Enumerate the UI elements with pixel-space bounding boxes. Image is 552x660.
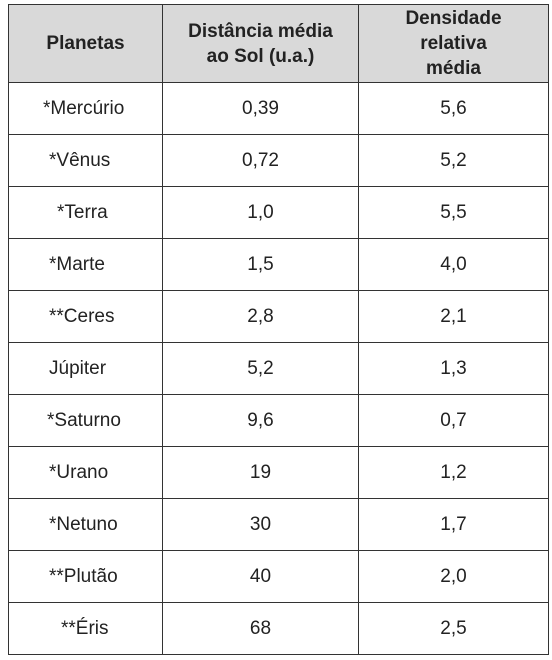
header-row: Planetas Distância média ao Sol (u.a.) D… [8, 4, 549, 83]
distance-cell: 68 [162, 602, 359, 655]
header-distance: Distância média ao Sol (u.a.) [162, 4, 359, 83]
planet-name: *Vênus [49, 149, 111, 171]
distance-cell: 9,6 [162, 394, 359, 447]
planet-name-cell: *Urano [8, 446, 163, 499]
planet-name-cell: **Ceres [8, 290, 163, 343]
density-cell: 1,2 [358, 446, 549, 499]
planet-name-cell: **Éris [8, 602, 163, 655]
table-row: *Netuno 30 1,7 [8, 498, 549, 551]
density-cell: 5,2 [358, 134, 549, 187]
distance-cell: 1,0 [162, 186, 359, 239]
planet-name: *Urano [49, 461, 109, 483]
planet-name-cell: **Plutão [8, 550, 163, 603]
planet-name: **Plutão [49, 565, 118, 587]
table-row: **Éris 68 2,5 [8, 602, 549, 655]
table-row: *Terra 1,0 5,5 [8, 186, 549, 239]
planet-name-cell: *Netuno [8, 498, 163, 551]
planet-name: *Terra [57, 201, 108, 223]
table-row: *Urano 19 1,2 [8, 446, 549, 499]
planet-name-cell: *Terra [8, 186, 163, 239]
distance-cell: 1,5 [162, 238, 359, 291]
distance-cell: 30 [162, 498, 359, 551]
planet-name-cell: Júpiter [8, 342, 163, 395]
density-cell: 4,0 [358, 238, 549, 291]
header-density: Densidade relativa média [358, 4, 549, 83]
density-cell: 0,7 [358, 394, 549, 447]
table-row: *Marte 1,5 4,0 [8, 238, 549, 291]
table-row: *Vênus 0,72 5,2 [8, 134, 549, 187]
planet-name-cell: *Marte [8, 238, 163, 291]
planet-name-cell: *Mercúrio [8, 82, 163, 135]
planet-name-cell: *Saturno [8, 394, 163, 447]
planet-name: Júpiter [49, 357, 107, 379]
density-cell: 5,6 [358, 82, 549, 135]
table-header: Planetas Distância média ao Sol (u.a.) D… [8, 4, 549, 83]
density-cell: 2,5 [358, 602, 549, 655]
table-row: *Saturno 9,6 0,7 [8, 394, 549, 447]
distance-cell: 40 [162, 550, 359, 603]
header-planets: Planetas [8, 4, 163, 83]
distance-cell: 0,72 [162, 134, 359, 187]
table-row: **Plutão 40 2,0 [8, 550, 549, 603]
density-cell: 2,0 [358, 550, 549, 603]
planet-name: *Marte [49, 253, 105, 275]
table-body: *Mercúrio 0,39 5,6 *Vênus 0,72 5,2 *Terra 1,0 5,… [8, 82, 549, 655]
density-cell: 2,1 [358, 290, 549, 343]
planet-name: *Mercúrio [43, 97, 125, 119]
density-cell: 1,7 [358, 498, 549, 551]
density-cell: 1,3 [358, 342, 549, 395]
planet-name: **Éris [61, 617, 109, 639]
distance-cell: 0,39 [162, 82, 359, 135]
table-row: *Mercúrio 0,39 5,6 [8, 82, 549, 135]
planet-name-cell: *Vênus [8, 134, 163, 187]
distance-cell: 19 [162, 446, 359, 499]
table-row: **Ceres 2,8 2,1 [8, 290, 549, 343]
planet-name: **Ceres [49, 305, 115, 327]
distance-cell: 5,2 [162, 342, 359, 395]
planet-name: *Saturno [47, 409, 121, 431]
planets-table: Planetas Distância média ao Sol (u.a.) D… [8, 4, 549, 655]
planets-table-container: Planetas Distância média ao Sol (u.a.) D… [8, 4, 549, 655]
density-cell: 5,5 [358, 186, 549, 239]
distance-cell: 2,8 [162, 290, 359, 343]
planet-name: *Netuno [49, 513, 118, 535]
table-row: Júpiter 5,2 1,3 [8, 342, 549, 395]
